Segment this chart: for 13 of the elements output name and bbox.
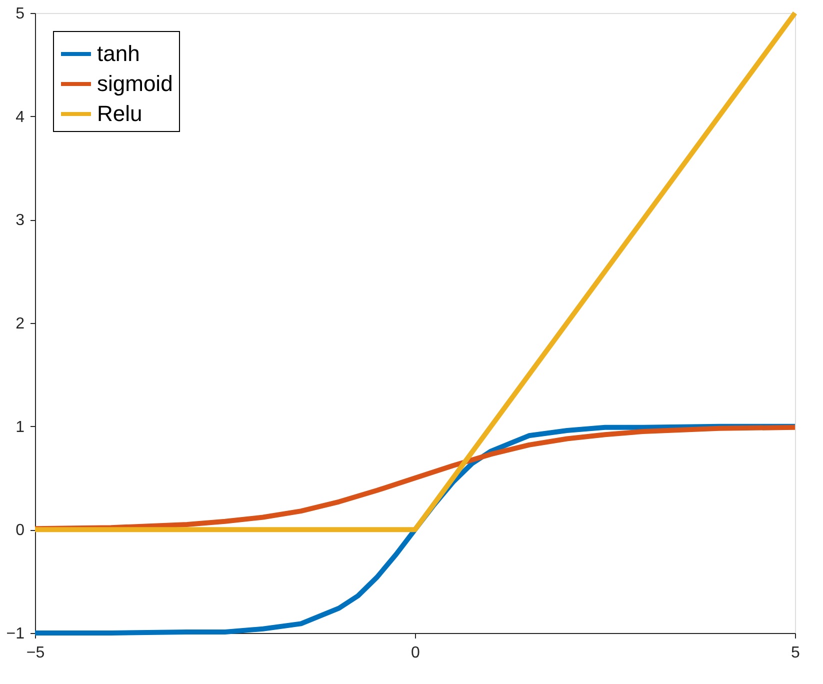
y-tick-label: 2	[16, 316, 25, 332]
legend-label: tanh	[97, 41, 140, 66]
y-tick-label: 5	[16, 6, 25, 22]
y-tick-label: −1	[6, 626, 25, 642]
legend-label: Relu	[97, 101, 142, 126]
x-tick-label: 5	[791, 644, 800, 662]
y-tick-label: 1	[16, 418, 25, 436]
legend-label: sigmoid	[97, 71, 173, 96]
x-tick-label: −5	[26, 644, 45, 662]
y-tick-label: 4	[16, 108, 25, 126]
y-tick-label: 3	[16, 212, 25, 230]
y-tick-label: 0	[16, 522, 25, 540]
x-tick-label: 0	[411, 644, 420, 662]
